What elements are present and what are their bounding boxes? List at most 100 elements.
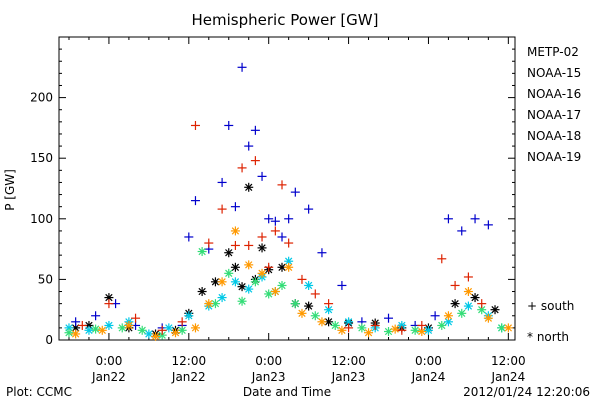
x-tick-time: 12:00 [331,354,366,368]
y-tick-label: 200 [30,91,53,105]
data-point [131,313,141,323]
data-point [477,299,487,309]
data-point [237,62,247,72]
data-point [470,293,480,303]
data-point [297,308,307,318]
data-point [257,243,267,253]
legend: METP-02 NOAA-15 NOAA-16 NOAA-17 NOAA-18 NOAA-… [527,45,581,344]
data-point [157,325,167,335]
data-point [270,287,280,297]
data-point [230,277,240,287]
data-point [104,299,114,309]
plot-timestamp: 2012/01/24 12:20:06 [463,385,590,399]
data-point [224,120,234,130]
data-point [230,226,240,236]
data-point [423,325,433,335]
data-point [257,171,267,181]
data-point [190,120,200,130]
data-point [284,214,294,224]
x-tick-date: Jan22 [171,370,206,384]
legend-entry: NOAA-16 [527,87,581,101]
data-point [217,204,227,214]
data-point [190,196,200,206]
data-point [164,323,174,333]
data-point [490,305,500,315]
data-point [217,293,227,303]
series-noaa-18 [71,226,513,341]
data-point [177,325,187,335]
data-point [230,202,240,212]
data-point [244,240,254,250]
data-point [104,320,114,330]
data-point [264,262,274,272]
legend-entry: NOAA-18 [527,129,581,143]
series-noaa-19 [77,120,487,335]
plot-area [58,36,516,341]
x-tick-date: Jan22 [91,370,126,384]
data-point [91,324,101,334]
x-axis-label: Date and Time [243,385,331,399]
data-point [137,325,147,335]
data-point [304,301,314,311]
data-point [244,141,254,151]
x-tick-date: Jan23 [251,370,286,384]
data-point [237,296,247,306]
y-tick-label: 0 [45,333,53,347]
data-point [357,323,367,333]
data-point [397,325,407,335]
data-point [97,325,107,335]
data-point [184,311,194,321]
data-point [264,289,274,299]
data-point [370,320,380,330]
data-point [503,323,513,333]
x-tick-time: 12:00 [172,354,207,368]
data-point [197,287,207,297]
data-point [64,328,74,338]
data-point [450,280,460,290]
data-point [244,284,254,294]
data-point [91,311,101,321]
data-point [84,325,94,335]
data-point [197,247,207,257]
data-point [277,280,287,290]
marker-legend-entry: * north [527,330,569,344]
data-point [244,260,254,270]
y-tick-label: 150 [30,151,53,165]
data-point [310,289,320,299]
x-tick-date: Jan23 [331,370,366,384]
y-tick-label: 100 [30,212,53,226]
data-point [244,182,254,192]
data-point [483,220,493,230]
data-marks [64,62,513,341]
data-point [463,301,473,311]
data-point [304,280,314,290]
legend-entry: METP-02 [527,45,579,59]
data-point [443,214,453,224]
data-point [277,232,287,242]
data-point [437,254,447,264]
data-point [310,311,320,321]
data-point [317,248,327,258]
data-point [290,299,300,309]
data-point [190,323,200,333]
data-point [364,328,374,338]
data-point [124,320,134,330]
data-point [224,248,234,258]
data-point [204,299,214,309]
data-point [337,280,347,290]
legend-entry: NOAA-19 [527,150,581,164]
data-point [270,226,280,236]
data-point [384,313,394,323]
data-point [257,268,267,278]
data-point [217,177,227,187]
data-point [224,268,234,278]
data-point [463,272,473,282]
data-point [177,317,187,327]
data-point [230,240,240,250]
data-point [184,232,194,242]
data-point [417,320,427,330]
data-point [497,323,507,333]
data-point [117,323,127,333]
data-point [324,299,334,309]
